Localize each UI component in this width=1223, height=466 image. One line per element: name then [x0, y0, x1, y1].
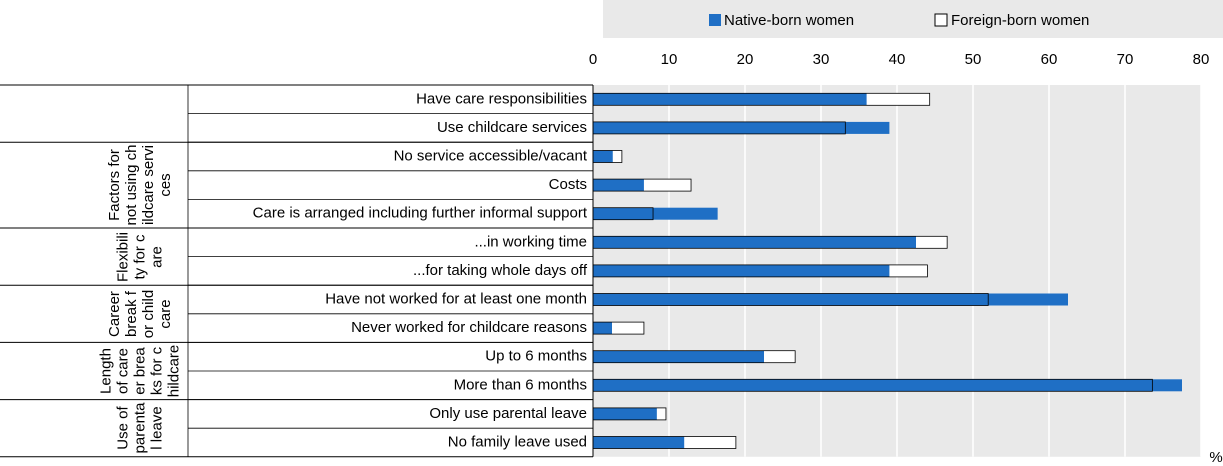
bar [593, 436, 685, 449]
legend-label: Foreign-born women [951, 12, 1089, 29]
bar [593, 236, 916, 249]
bar [593, 93, 867, 106]
bar [593, 293, 1068, 306]
bar [593, 264, 890, 277]
row-label: More than 6 months [454, 376, 587, 393]
group-label: Length of career breaks for childcare [97, 344, 183, 398]
bar [593, 350, 764, 363]
unit-label: % [1209, 449, 1222, 466]
legend-background [603, 0, 1223, 38]
x-tick-label: 60 [1041, 51, 1058, 68]
bar [593, 179, 644, 192]
row-label: No family leave used [448, 433, 587, 450]
bar [593, 207, 718, 220]
bar [593, 379, 1182, 392]
row-label: Use childcare services [437, 119, 587, 136]
legend-swatch [709, 14, 721, 26]
legend-label: Native-born women [724, 12, 854, 29]
x-tick-label: 20 [737, 51, 754, 68]
row-label: Only use parental leave [429, 405, 587, 422]
group-label: Use of parental leave [114, 402, 166, 454]
row-label: Care is arranged including further infor… [253, 205, 588, 222]
x-tick-label: 30 [813, 51, 830, 68]
x-tick-label: 80 [1193, 51, 1210, 68]
group-label: Career break for childcare [106, 289, 174, 338]
bar [593, 407, 657, 420]
row-label: ...for taking whole days off [413, 262, 588, 279]
row-label: ...in working time [474, 233, 587, 250]
bar [593, 121, 890, 134]
row-label: No service accessible/vacant [394, 147, 588, 164]
x-tick-label: 50 [965, 51, 982, 68]
legend-swatch [934, 13, 948, 27]
x-tick-label: 40 [889, 51, 906, 68]
bar [593, 150, 613, 163]
row-label: Costs [549, 176, 587, 193]
row-label: Have care responsibilities [416, 90, 587, 107]
row-label: Up to 6 months [485, 348, 587, 365]
bar [593, 322, 612, 335]
row-label: Have not worked for at least one month [325, 290, 587, 307]
group-label: Factors for not using childcare services [106, 144, 174, 226]
group-label: Flexibility for care [114, 231, 166, 282]
x-tick-label: 70 [1117, 51, 1134, 68]
x-tick-label: 0 [589, 51, 597, 68]
row-label: Never worked for childcare reasons [351, 319, 587, 336]
x-tick-label: 10 [661, 51, 678, 68]
